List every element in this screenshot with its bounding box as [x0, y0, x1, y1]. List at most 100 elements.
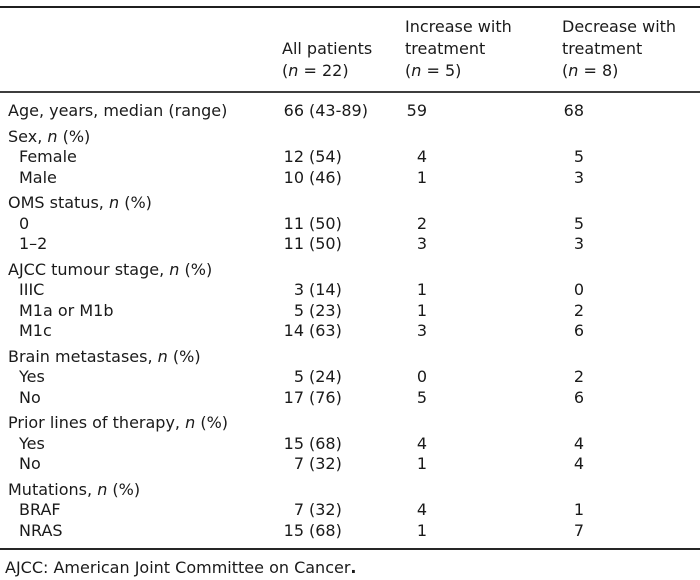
- table-row-oms-0: 0 11 (50) 2 5: [0, 214, 700, 235]
- row-label: No: [19, 454, 41, 473]
- table-row-iiic: IIIC 3 (14) 1 0: [0, 280, 700, 301]
- table-header-rule: [0, 91, 700, 93]
- cell-increase: 1: [416, 454, 427, 473]
- row-label: Mutations, n (%): [8, 479, 141, 499]
- cell-decrease: 1: [573, 500, 584, 519]
- table-row-ajcc-header: AJCC tumour stage, n (%): [0, 260, 700, 281]
- cell-decrease: 4: [573, 433, 584, 453]
- row-label: Female: [19, 147, 77, 166]
- header-all-patients: All patients (n = 22): [282, 38, 405, 82]
- table-row-nras: NRAS 15 (68) 1 7: [0, 521, 700, 542]
- row-label: Male: [19, 167, 57, 187]
- row-label: Prior lines of therapy, n (%): [8, 413, 229, 432]
- header-decrease: Decrease with treatment (n = 8): [562, 16, 700, 82]
- row-label: M1c: [19, 321, 52, 340]
- header-all-patients-line1: All patients: [282, 39, 373, 58]
- cell-decrease: 2: [573, 367, 584, 386]
- cell-all-patients: 5 (24): [293, 367, 342, 386]
- cell-increase: 4: [416, 147, 427, 166]
- cell-decrease: 5: [573, 213, 584, 233]
- table-row-m1a-m1b: M1a or M1b 5 (23) 1 2: [0, 301, 700, 322]
- table-row-oms-1-2: 1–2 11 (50) 3 3: [0, 234, 700, 255]
- cell-decrease: 7: [573, 520, 584, 540]
- cell-decrease: 2: [573, 300, 584, 320]
- header-increase-line2: treatment: [405, 39, 486, 58]
- cell-increase: 4: [416, 433, 427, 453]
- header-increase: Increase with treatment (n = 5): [405, 16, 562, 82]
- table-footnote: AJCC: American Joint Committee on Cancer…: [0, 550, 700, 578]
- cell-decrease: 6: [573, 321, 584, 340]
- table-row-prior-yes: Yes 15 (68) 4 4: [0, 434, 700, 455]
- cell-all-patients: 17 (76): [283, 387, 342, 407]
- cell-all-patients: 7 (32): [293, 500, 342, 519]
- cell-increase: 0: [416, 367, 427, 386]
- cell-increase: 4: [416, 500, 427, 519]
- table-row-mutations-header: Mutations, n (%): [0, 480, 700, 501]
- cell-decrease: 4: [573, 454, 584, 473]
- table-row-prior-no: No 7 (32) 1 4: [0, 454, 700, 475]
- row-label: 0: [19, 213, 30, 233]
- cell-decrease: 6: [573, 387, 584, 407]
- cell-increase: 2: [416, 213, 427, 233]
- row-label: 1–2: [19, 234, 48, 253]
- row-label: M1a or M1b: [19, 300, 114, 320]
- table-row-braf: BRAF 7 (32) 4 1: [0, 500, 700, 521]
- cell-increase: 59: [406, 101, 427, 120]
- table-row-prior-header: Prior lines of therapy, n (%): [0, 413, 700, 434]
- cell-increase: 1: [416, 520, 427, 540]
- cell-all-patients: 15 (68): [283, 433, 342, 453]
- row-label: Brain metastases, n (%): [8, 346, 201, 366]
- table-bottom-rule: [0, 548, 700, 550]
- table-row-brain-no: No 17 (76) 5 6: [0, 388, 700, 409]
- cell-increase: 1: [416, 300, 427, 320]
- header-decrease-n: (n = 8): [562, 61, 619, 80]
- cell-decrease: 68: [563, 101, 584, 120]
- header-increase-line1: Increase with: [405, 17, 512, 36]
- table-row-sex-header: Sex, n (%): [0, 127, 700, 148]
- row-label: Age, years, median (range): [8, 101, 228, 120]
- cell-increase: 1: [416, 167, 427, 187]
- cell-all-patients: 3 (14): [293, 280, 342, 299]
- table-body: Age, years, median (range) 66 (43-89) 59 …: [0, 93, 700, 548]
- cell-decrease: 3: [573, 167, 584, 187]
- header-decrease-line2: treatment: [562, 39, 643, 58]
- cell-increase: 1: [416, 280, 427, 299]
- table-row-male: Male 10 (46) 1 3: [0, 168, 700, 189]
- table-row-brain-header: Brain metastases, n (%): [0, 347, 700, 368]
- cell-all-patients: 15 (68): [283, 520, 342, 540]
- table-top-rule: [0, 6, 700, 8]
- table-row-age: Age, years, median (range) 66 (43-89) 59 …: [0, 101, 700, 122]
- cell-all-patients: 11 (50): [283, 213, 342, 233]
- table-row-oms-header: OMS status, n (%): [0, 193, 700, 214]
- cell-all-patients: 66 (43-89): [283, 101, 368, 120]
- row-label: AJCC tumour stage, n (%): [8, 259, 213, 279]
- footnote-text: AJCC: American Joint Committee on Cancer: [5, 558, 351, 577]
- row-label: OMS status, n (%): [8, 193, 152, 212]
- cell-all-patients: 11 (50): [283, 234, 342, 253]
- row-label: No: [19, 387, 41, 407]
- cell-decrease: 3: [573, 234, 584, 253]
- table-row-brain-yes: Yes 5 (24) 0 2: [0, 367, 700, 388]
- cell-all-patients: 7 (32): [293, 454, 342, 473]
- row-label: Yes: [19, 367, 45, 386]
- cell-increase: 5: [416, 387, 427, 407]
- cell-increase: 3: [416, 234, 427, 253]
- row-label: Yes: [19, 433, 45, 453]
- cell-increase: 3: [416, 321, 427, 340]
- cell-decrease: 0: [573, 280, 584, 299]
- cell-all-patients: 5 (23): [293, 300, 342, 320]
- table-row-female: Female 12 (54) 4 5: [0, 147, 700, 168]
- row-label: Sex, n (%): [8, 126, 91, 146]
- footnote-period: .: [350, 558, 357, 577]
- cell-all-patients: 14 (63): [283, 321, 342, 340]
- header-increase-n: (n = 5): [405, 61, 462, 80]
- row-label: IIIC: [19, 280, 45, 299]
- table-header-row: All patients (n = 22) Increase with trea…: [0, 8, 700, 91]
- cell-all-patients: 10 (46): [283, 167, 342, 187]
- cell-all-patients: 12 (54): [283, 147, 342, 166]
- cell-decrease: 5: [573, 147, 584, 166]
- row-label: BRAF: [19, 500, 61, 519]
- header-decrease-line1: Decrease with: [562, 17, 677, 36]
- header-all-patients-n: (n = 22): [282, 61, 349, 80]
